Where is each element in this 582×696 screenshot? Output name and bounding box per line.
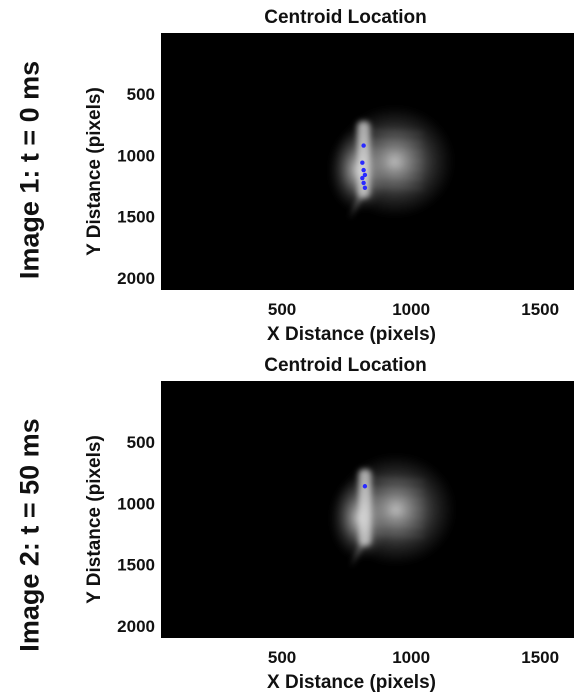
chart-2-x-tick-label: 1000 bbox=[392, 648, 430, 667]
chart-1-y-tick-label: 2000 bbox=[117, 269, 155, 288]
chart-2-centroid-point bbox=[362, 484, 368, 489]
chart-1-centroid-point bbox=[361, 180, 366, 186]
chart-2-y-tick-label: 1500 bbox=[117, 556, 155, 575]
chart-2-x-axis-label: X Distance (pixels) bbox=[267, 672, 436, 693]
chart-1-centroid-point bbox=[361, 143, 366, 148]
chart-1-x-tick-label: 1500 bbox=[521, 300, 559, 319]
chart-1-x-tick-label: 1000 bbox=[392, 300, 430, 319]
chart-2-y-tick-label: 500 bbox=[127, 433, 155, 452]
chart-1-y-tick-label: 1500 bbox=[117, 208, 155, 227]
chart-1: Centroid Location 500 1000 1500 500 1000 1500 2… bbox=[84, 7, 574, 345]
chart-1-y-tick-label: 500 bbox=[127, 85, 155, 104]
chart-1-x-tick-label: 500 bbox=[268, 300, 296, 319]
chart-1-title: Centroid Location bbox=[264, 7, 427, 28]
chart-1-centroid-point bbox=[360, 175, 365, 181]
chart-2-y-tick-label: 2000 bbox=[117, 617, 155, 636]
chart-2-x-tick-label: 1500 bbox=[521, 648, 559, 667]
chart-1-centroid-point bbox=[360, 160, 365, 165]
chart-1-centroid-point bbox=[362, 172, 368, 178]
chart-1-centroid-point bbox=[361, 167, 366, 173]
chart-1-y-tick-label: 1000 bbox=[117, 146, 155, 165]
chart-2-title: Centroid Location bbox=[264, 355, 427, 376]
chart-1-y-axis-label: Y Distance (pixels) bbox=[84, 87, 105, 256]
chart-panel-2: Centroid Location 500 1000 1500 500 1000 1500 2… bbox=[0, 348, 582, 696]
chart-2-y-axis-label: Y Distance (pixels) bbox=[84, 435, 105, 604]
chart-2-x-tick-label: 500 bbox=[268, 648, 296, 667]
chart-1-x-axis-label: X Distance (pixels) bbox=[267, 324, 436, 345]
chart-1-centroid-point bbox=[362, 185, 368, 191]
chart-2-y-tick-label: 1000 bbox=[117, 494, 155, 513]
chart-2-image-plume bbox=[329, 453, 456, 568]
chart-2: Centroid Location 500 1000 1500 500 1000 1500 2… bbox=[84, 355, 574, 693]
chart-panel-1: Centroid Location 500 1000 1500 500 1000 1500 2… bbox=[84, 7, 574, 345]
